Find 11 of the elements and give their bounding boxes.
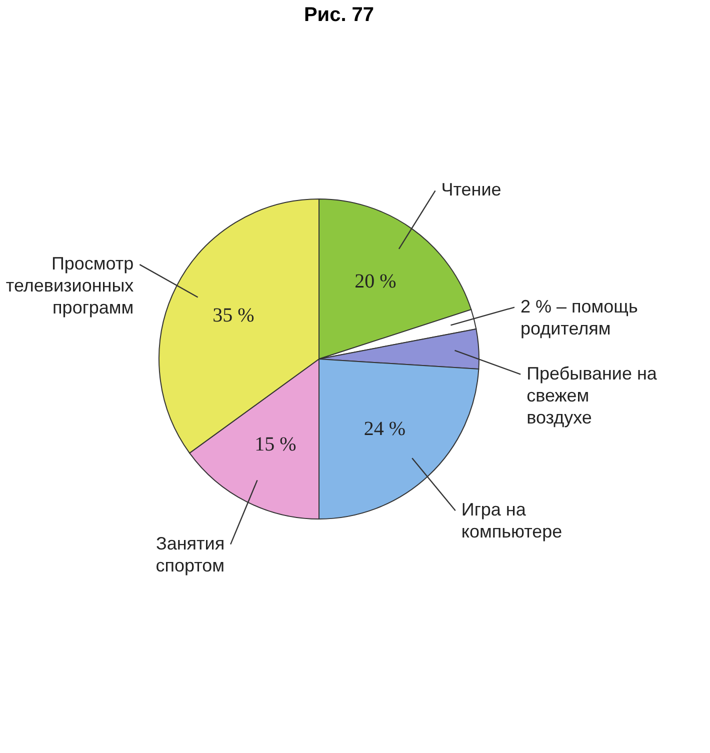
slice-label: Пребывание на свежем воздухе [526, 363, 658, 428]
data-label: 20 % [354, 270, 396, 292]
chart-title: Рис. 77 [304, 4, 374, 26]
slice-label: 2 % – помощь родителям [520, 296, 638, 338]
slice-label: Чтение [441, 180, 502, 200]
data-label: 24 % [364, 418, 406, 440]
slice-label: Занятия спортом [156, 533, 225, 576]
data-label: 35 % [212, 304, 254, 326]
slice-label: Просмотр телевизионных программ [6, 254, 134, 318]
data-label: 15 % [254, 434, 296, 456]
slice-label: Игра на компьютере [461, 500, 562, 542]
